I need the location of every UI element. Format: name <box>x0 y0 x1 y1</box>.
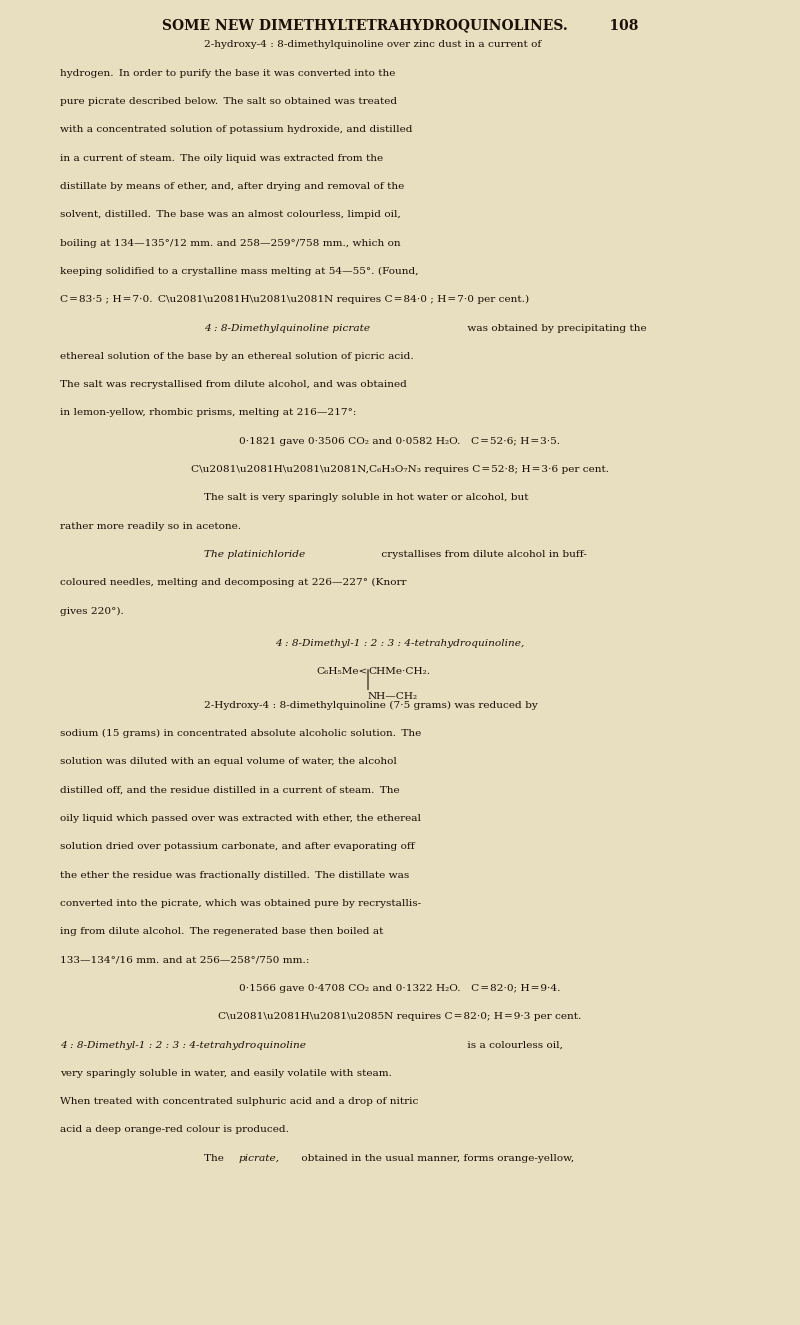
Text: 133—134°/16 mm. and at 256—258°/750 mm.:: 133—134°/16 mm. and at 256—258°/750 mm.: <box>60 955 310 965</box>
Text: ethereal solution of the base by an ethereal solution of picric acid.: ethereal solution of the base by an ethe… <box>60 352 414 360</box>
Text: 0·1821 gave 0·3506 CO₂ and 0·0582 H₂O. C = 52·6; H = 3·5.: 0·1821 gave 0·3506 CO₂ and 0·0582 H₂O. C… <box>239 437 561 445</box>
Text: sodium (15 grams) in concentrated absolute alcoholic solution. The: sodium (15 grams) in concentrated absolu… <box>60 729 422 738</box>
Text: When treated with concentrated sulphuric acid and a drop of nitric: When treated with concentrated sulphuric… <box>60 1097 418 1106</box>
Text: boiling at 134—135°/12 mm. and 258—259°/758 mm., which on: boiling at 134—135°/12 mm. and 258—259°/… <box>60 238 401 248</box>
Text: ing from dilute alcohol. The regenerated base then boiled at: ing from dilute alcohol. The regenerated… <box>60 927 383 937</box>
Text: in a current of steam. The oily liquid was extracted from the: in a current of steam. The oily liquid w… <box>60 154 383 163</box>
Text: 2-hydroxy-4 : 8-dimethylquinoline over zinc dust in a current of: 2-hydroxy-4 : 8-dimethylquinoline over z… <box>204 41 542 49</box>
Text: crystallises from dilute alcohol in buff-: crystallises from dilute alcohol in buff… <box>378 550 587 559</box>
Text: gives 220°).: gives 220°). <box>60 607 124 616</box>
Text: solution was diluted with an equal volume of water, the alcohol: solution was diluted with an equal volum… <box>60 758 397 766</box>
Text: 4 : 8-​Dimethylquinoline picrate: 4 : 8-​Dimethylquinoline picrate <box>204 323 370 333</box>
Text: hydrogen. In order to purify the base it was converted into the: hydrogen. In order to purify the base it… <box>60 69 395 78</box>
Text: 4 : 8-Dimethyl-1 : 2 : 3 : 4-tetrahydroquinoline,: 4 : 8-Dimethyl-1 : 2 : 3 : 4-tetrahydroq… <box>275 639 525 648</box>
Text: keeping solidified to a crystalline mass melting at 54—55°. (Found,: keeping solidified to a crystalline mass… <box>60 266 418 276</box>
Text: pure picrate described below. The salt so obtained was treated: pure picrate described below. The salt s… <box>60 97 397 106</box>
Text: rather more readily so in acetone.: rather more readily so in acetone. <box>60 522 241 531</box>
Text: C₆H₅Me<: C₆H₅Me< <box>317 666 368 676</box>
Text: The salt is very sparingly soluble in hot water or alcohol, but: The salt is very sparingly soluble in ho… <box>204 493 529 502</box>
Text: C\u2081\u2081H\u2081\u2081N,C₆H₃O₇N₃ requires C = 52·8; H = 3·6 per cent.: C\u2081\u2081H\u2081\u2081N,C₆H₃O₇N₃ req… <box>191 465 609 474</box>
Text: converted into the picrate, which was obtained pure by recrystallis-: converted into the picrate, which was ob… <box>60 900 421 908</box>
Text: distilled off, and the residue distilled in a current of steam. The: distilled off, and the residue distilled… <box>60 786 400 795</box>
Text: 2-Hydroxy-4 : 8-dimethylquinoline (7·5 grams) was reduced by: 2-Hydroxy-4 : 8-dimethylquinoline (7·5 g… <box>204 701 538 710</box>
Text: picrate,: picrate, <box>238 1154 279 1163</box>
Text: coloured needles, melting and decomposing at 226—227° (Knorr: coloured needles, melting and decomposin… <box>60 578 406 587</box>
Text: solution dried over potassium carbonate, and after evaporating off: solution dried over potassium carbonate,… <box>60 843 414 852</box>
Text: The salt was recrystallised from dilute alcohol, and was obtained: The salt was recrystallised from dilute … <box>60 380 407 390</box>
Text: was obtained by precipitating the: was obtained by precipitating the <box>464 323 646 333</box>
Text: 0·1566 gave 0·4708 CO₂ and 0·1322 H₂O. C = 82·0; H = 9·4.: 0·1566 gave 0·4708 CO₂ and 0·1322 H₂O. C… <box>239 984 561 992</box>
Text: C\u2081\u2081H\u2081\u2085N requires C = 82·0; H = 9·3 per cent.: C\u2081\u2081H\u2081\u2085N requires C =… <box>218 1012 582 1022</box>
Text: SOME NEW DIMETHYLTETRAHYDROQUINOLINES.   108: SOME NEW DIMETHYLTETRAHYDROQUINOLINES. 1… <box>162 19 638 32</box>
Text: 4 : 8-Dimethyl-1 : 2 : 3 : 4-tetrahydroquinoline: 4 : 8-Dimethyl-1 : 2 : 3 : 4-tetrahydroq… <box>60 1040 306 1049</box>
Text: distillate by means of ether, and, after drying and removal of the: distillate by means of ether, and, after… <box>60 182 404 191</box>
Text: oily liquid which passed over was extracted with ether, the ethereal: oily liquid which passed over was extrac… <box>60 814 421 823</box>
Text: CHMe·CH₂.: CHMe·CH₂. <box>368 666 430 676</box>
Text: in lemon-yellow, rhombic prisms, melting at 216—217°:: in lemon-yellow, rhombic prisms, melting… <box>60 408 356 417</box>
Text: NH—CH₂: NH—CH₂ <box>368 693 418 701</box>
Text: solvent, distilled. The base was an almost colourless, limpid oil,: solvent, distilled. The base was an almo… <box>60 211 401 220</box>
Text: acid a deep orange-red colour is produced.: acid a deep orange-red colour is produce… <box>60 1125 289 1134</box>
Text: The: The <box>204 1154 227 1163</box>
Text: The platinichloride: The platinichloride <box>204 550 306 559</box>
Text: C = 83·5 ; H = 7·0. C\u2081\u2081H\u2081\u2081N requires C = 84·0 ; H = 7·0 per : C = 83·5 ; H = 7·0. C\u2081\u2081H\u2081… <box>60 295 529 305</box>
Text: with a concentrated solution of potassium hydroxide, and distilled: with a concentrated solution of potassiu… <box>60 126 413 134</box>
Text: is a colourless oil,: is a colourless oil, <box>464 1040 563 1049</box>
Text: obtained in the usual manner, forms orange-yellow,: obtained in the usual manner, forms oran… <box>298 1154 574 1163</box>
Text: very sparingly soluble in water, and easily volatile with steam.: very sparingly soluble in water, and eas… <box>60 1069 392 1077</box>
Text: the ether the residue was fractionally distilled. The distillate was: the ether the residue was fractionally d… <box>60 871 410 880</box>
